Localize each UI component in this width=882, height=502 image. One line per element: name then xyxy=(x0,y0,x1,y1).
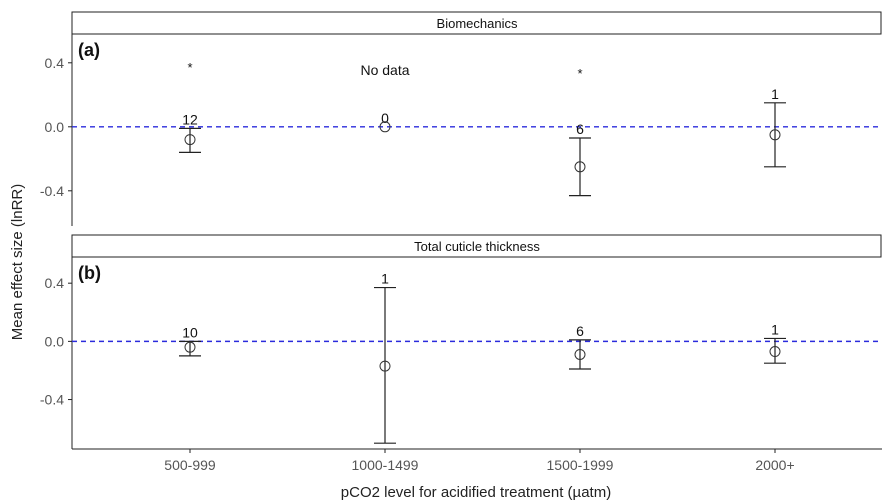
sample-size-label: 6 xyxy=(576,121,584,137)
strip-label: Total cuticle thickness xyxy=(414,239,540,254)
x-tick-label: 2000+ xyxy=(755,457,794,473)
panel-tag: (a) xyxy=(78,40,100,60)
x-tick-label: 500-999 xyxy=(164,457,216,473)
x-tick-label: 1500-1999 xyxy=(547,457,614,473)
y-axis-title: Mean effect size (lnRR) xyxy=(9,184,26,340)
y-tick-label: 0.4 xyxy=(45,55,65,71)
y-tick-label: 0.0 xyxy=(45,119,65,135)
mean-point xyxy=(184,341,196,353)
sample-size-label: 0 xyxy=(381,110,389,126)
mean-point xyxy=(574,348,586,360)
y-tick-label: 0.0 xyxy=(45,333,65,349)
mean-point xyxy=(574,161,586,173)
sample-size-label: 6 xyxy=(576,323,584,339)
sample-size-label: 1 xyxy=(381,271,389,287)
sample-size-label: 1 xyxy=(771,86,779,102)
y-tick-label: 0.4 xyxy=(45,275,65,291)
mean-point xyxy=(184,134,196,146)
sample-size-label: 1 xyxy=(771,321,779,337)
panel-tag: (b) xyxy=(78,263,101,283)
significance-mark: * xyxy=(577,66,582,81)
sample-size-label: 10 xyxy=(182,324,198,340)
x-tick-label: 1000-1499 xyxy=(352,457,419,473)
sample-size-label: 12 xyxy=(182,111,198,127)
mean-point xyxy=(769,129,781,141)
no-data-annotation: No data xyxy=(360,62,409,78)
panel-b: Total cuticle thickness 0.4 0.0 -0.4 (b) 10 1 6… xyxy=(40,234,882,449)
significance-mark: * xyxy=(187,60,192,75)
mean-point xyxy=(379,121,391,133)
panels: Biomechanics 0.4 0.0 -0.4 (a) 12 * 0 6 * 1 No data T… xyxy=(40,11,882,473)
panel-strip xyxy=(71,234,882,258)
strip-label: Biomechanics xyxy=(437,16,518,31)
panel-strip xyxy=(71,11,882,35)
panel-a: Biomechanics 0.4 0.0 -0.4 (a) 12 * 0 6 * 1 No data xyxy=(40,11,882,226)
x-axis-title: pCO2 level for acidified treatment (µatm… xyxy=(341,484,611,501)
y-tick-label: -0.4 xyxy=(40,392,64,408)
mean-point xyxy=(379,360,391,372)
mean-point xyxy=(769,346,781,358)
y-tick-label: -0.4 xyxy=(40,183,64,199)
